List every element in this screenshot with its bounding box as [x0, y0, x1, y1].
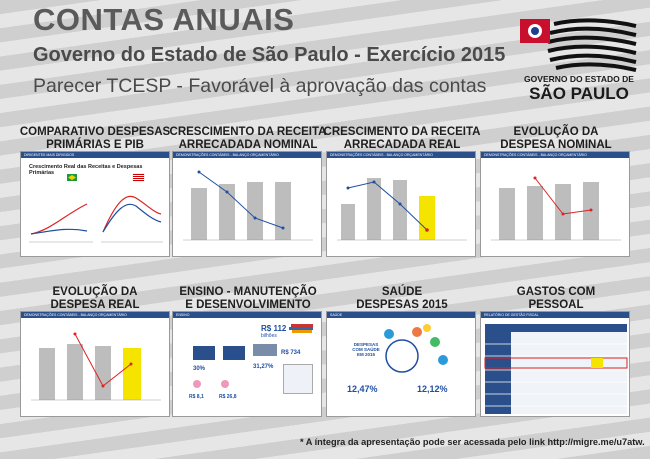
ensino-unit: bilhões — [261, 333, 277, 339]
panel-title-8: GASTOS COM PESSOAL — [476, 286, 636, 311]
card-receita-nominal[interactable]: DEMONSTRAÇÕES CONTÁBEIS - BALANÇO ORÇAME… — [172, 151, 322, 257]
usa-flag-icon — [132, 173, 145, 182]
card-bar-label: DEMONSTRAÇÕES CONTÁBEIS - BALANÇO ORÇAME… — [330, 153, 433, 157]
books-icon — [193, 324, 313, 388]
page-subtitle: Governo do Estado de São Paulo - Exercíc… — [33, 44, 506, 66]
card-bar-label: RELATÓRIO DE GESTÃO FISCAL — [484, 313, 539, 317]
card-header-bar — [173, 152, 321, 158]
bar-line-chart — [337, 178, 467, 241]
card-despesa-real[interactable]: DEMONSTRAÇÕES CONTÁBEIS - BALANÇO ORÇAME… — [20, 311, 170, 417]
panel-title-5-line1: EVOLUÇÃO DA — [52, 286, 138, 298]
panel-title-4-line2: DESPESA NOMINAL — [500, 138, 612, 151]
panel-title-4: EVOLUÇÃO DA DESPESA NOMINAL — [476, 126, 636, 151]
panel-title-3-line1: CRESCIMENTO DA RECEITA — [323, 126, 481, 138]
bar-line-chart — [491, 176, 621, 241]
panel-title-7: SAÚDE DESPESAS 2015 — [322, 286, 482, 311]
bar-line-chart — [31, 332, 161, 401]
card-bar-label: DEMONSTRAÇÕES CONTÁBEIS - BALANÇO ORÇAME… — [24, 313, 127, 317]
ensino-notes-box — [283, 364, 313, 394]
logo-line1: GOVERNO DO ESTADO DE — [524, 74, 634, 84]
ensino-value-3: R$ 26,8 — [219, 394, 237, 400]
panel-title-4-line1: EVOLUÇÃO DA — [513, 126, 599, 138]
ensino-box-1 — [193, 346, 215, 360]
health-icons — [384, 324, 448, 373]
saude-pct-left: 12,47% — [347, 384, 378, 394]
saude-pct-right: 12,12% — [417, 384, 448, 394]
card-header-bar — [327, 312, 475, 318]
pessoal-table — [484, 324, 628, 414]
chart-title: Crescimento Real das Receitas e Despesas… — [29, 164, 143, 176]
flag-stripes-icon — [520, 18, 637, 72]
panel-title-6: ENSINO - MANUTENÇÃO E DESENVOLVIMENTO — [168, 286, 328, 311]
panel-title-7-line2: DESPESAS 2015 — [356, 298, 448, 311]
card-despesa-nominal[interactable]: DEMONSTRAÇÕES CONTÁBEIS - BALANÇO ORÇAME… — [480, 151, 630, 257]
ensino-total: R$ 112 — [261, 324, 287, 333]
footer-note: * A íntegra da apresentação pode ser ace… — [300, 437, 645, 447]
card-header-bar — [21, 152, 169, 158]
card-receita-real[interactable]: DEMONSTRAÇÕES CONTÁBEIS - BALANÇO ORÇAME… — [326, 151, 476, 257]
ensino-pct-1: 30% — [193, 366, 206, 372]
bar-line-chart — [183, 170, 313, 241]
card-ensino[interactable]: ENSINO R$ 112 bilhões R$ 734 30% R$ 35,1… — [172, 311, 322, 417]
panel-title-1: COMPARATIVO DESPESAS PRIMÁRIAS E PIB — [15, 126, 175, 151]
panel-title-1-line2: PRIMÁRIAS E PIB — [46, 138, 144, 151]
ensino-box-2 — [223, 346, 245, 360]
card-bar-label: DEMONSTRAÇÕES CONTÁBEIS - BALANÇO ORÇAME… — [176, 153, 279, 157]
sao-paulo-logo: GOVERNO DO ESTADO DE SÃO PAULO — [520, 16, 638, 108]
card-header-bar — [481, 312, 629, 318]
card-bar-label: DEMONSTRAÇÕES CONTÁBEIS - BALANÇO ORÇAME… — [484, 153, 587, 157]
panel-title-8-line2: PESSOAL — [528, 298, 584, 311]
panel-title-6-line1: ENSINO - MANUTENÇÃO — [179, 286, 317, 298]
panel-title-2: CRESCIMENTO DA RECEITA ARRECADADA NOMINA… — [168, 126, 328, 151]
panel-title-1-line1: COMPARATIVO DESPESAS — [19, 126, 171, 138]
page-tagline: Parecer TCESP - Favorável à aprovação da… — [33, 75, 487, 97]
ensino-box-3 — [253, 344, 277, 356]
card-header-bar — [327, 152, 475, 158]
panel-title-3-line2: ARRECADADA REAL — [343, 138, 461, 151]
panel-title-5-line2: DESPESA REAL — [50, 298, 140, 311]
stethoscope-icon — [385, 339, 419, 373]
panel-title-2-line2: ARRECADADA NOMINAL — [178, 138, 318, 151]
ensino-value-1: R$ 35,1 — [223, 354, 241, 360]
card-saude[interactable]: SAÚDE DESPESAS COM SAÚDE EM 2015 12,47% … — [326, 311, 476, 417]
logo-line2: SÃO PAULO — [529, 84, 629, 103]
card-bar-label: SAÚDE — [330, 313, 343, 317]
card-pessoal[interactable]: RELATÓRIO DE GESTÃO FISCAL — [480, 311, 630, 417]
panel-title-7-line1: SAÚDE — [381, 286, 423, 298]
panel-title-3: CRESCIMENTO DA RECEITA ARRECADADA REAL — [322, 126, 482, 151]
card-header-bar — [173, 312, 321, 318]
line-chart — [29, 173, 163, 243]
page-title: CONTAS ANUAIS — [33, 2, 295, 37]
ensino-value-2: R$ 8,1 — [189, 394, 204, 400]
header: CONTAS ANUAIS Governo do Estado de São P… — [0, 0, 650, 112]
card-bar-label: DIRIGENTES MAIS DIRIGIDOS — [24, 153, 75, 157]
panel-title-8-line1: GASTOS COM — [516, 286, 596, 298]
card-bar-label: ENSINO — [176, 313, 190, 317]
ensino-sub-value: R$ 734 — [281, 350, 301, 356]
panel-title-2-line1: CRESCIMENTO DA RECEITA — [169, 126, 327, 138]
ensino-pct-2: 31,27% — [253, 364, 274, 370]
card-header-bar — [21, 312, 169, 318]
panel-title-5: EVOLUÇÃO DA DESPESA REAL — [15, 286, 175, 311]
saude-header: DESPESAS COM SAÚDE EM 2015 — [352, 342, 380, 357]
card-despesas-pib[interactable]: DIRIGENTES MAIS DIRIGIDOS Crescimento Re… — [20, 151, 170, 257]
card-header-bar — [481, 152, 629, 158]
panel-title-6-line2: E DESENVOLVIMENTO — [185, 298, 311, 311]
